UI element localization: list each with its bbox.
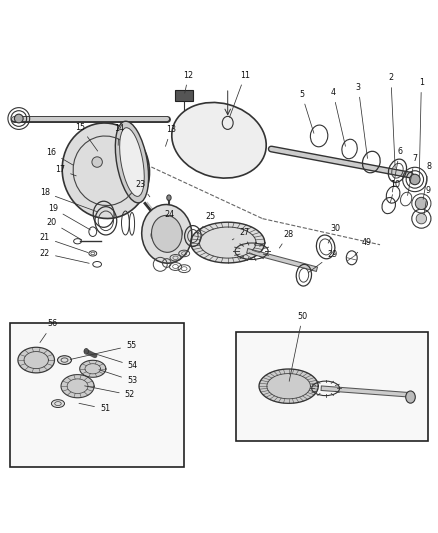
Text: 22: 22 bbox=[40, 249, 89, 263]
Text: 28: 28 bbox=[279, 230, 294, 248]
Bar bbox=[10, 323, 184, 467]
Text: 3: 3 bbox=[356, 83, 367, 158]
Polygon shape bbox=[18, 348, 54, 373]
Text: 1: 1 bbox=[419, 78, 424, 176]
Polygon shape bbox=[61, 375, 94, 398]
Ellipse shape bbox=[152, 215, 182, 252]
Circle shape bbox=[265, 364, 271, 370]
Text: 56: 56 bbox=[40, 319, 58, 343]
Text: 27: 27 bbox=[232, 228, 249, 240]
Text: 50: 50 bbox=[289, 312, 307, 381]
Text: 53: 53 bbox=[99, 370, 137, 385]
Text: 17: 17 bbox=[55, 165, 76, 176]
Circle shape bbox=[92, 157, 102, 167]
Text: 55: 55 bbox=[70, 341, 136, 359]
Text: 18: 18 bbox=[40, 188, 97, 212]
Ellipse shape bbox=[406, 391, 415, 403]
Circle shape bbox=[416, 213, 427, 224]
Text: 15: 15 bbox=[75, 123, 98, 151]
Bar bbox=[237, 332, 428, 441]
Text: 4: 4 bbox=[331, 88, 346, 146]
Ellipse shape bbox=[167, 195, 171, 200]
Text: 7: 7 bbox=[407, 154, 417, 196]
Polygon shape bbox=[80, 360, 106, 377]
Bar bbox=[176, 90, 193, 101]
Ellipse shape bbox=[115, 121, 148, 203]
Polygon shape bbox=[259, 369, 318, 403]
Ellipse shape bbox=[57, 356, 71, 365]
Text: 23: 23 bbox=[136, 180, 150, 197]
Ellipse shape bbox=[142, 205, 192, 263]
Text: 11: 11 bbox=[230, 70, 250, 117]
Text: 12: 12 bbox=[184, 70, 194, 93]
Text: 5: 5 bbox=[299, 90, 314, 133]
Circle shape bbox=[415, 197, 427, 209]
Text: 9: 9 bbox=[424, 186, 431, 215]
Ellipse shape bbox=[62, 123, 149, 219]
Text: 30: 30 bbox=[328, 224, 341, 243]
Ellipse shape bbox=[51, 400, 64, 408]
Text: 8: 8 bbox=[423, 162, 431, 199]
Text: 21: 21 bbox=[40, 233, 88, 253]
Text: 13: 13 bbox=[166, 125, 176, 147]
Ellipse shape bbox=[120, 128, 144, 196]
Text: 6: 6 bbox=[392, 147, 402, 192]
Ellipse shape bbox=[172, 102, 266, 178]
Text: 2: 2 bbox=[389, 73, 395, 168]
Text: 29: 29 bbox=[308, 251, 337, 273]
Text: 49: 49 bbox=[355, 238, 372, 255]
Text: 20: 20 bbox=[46, 217, 82, 240]
Circle shape bbox=[14, 114, 23, 123]
Text: 14: 14 bbox=[114, 125, 124, 146]
Text: 54: 54 bbox=[94, 353, 138, 370]
Text: 16: 16 bbox=[46, 148, 73, 165]
Text: 52: 52 bbox=[85, 386, 135, 399]
Text: 51: 51 bbox=[79, 403, 110, 413]
Text: 19: 19 bbox=[48, 204, 90, 230]
Text: 10: 10 bbox=[390, 180, 400, 203]
Text: 25: 25 bbox=[198, 212, 215, 233]
Text: 24: 24 bbox=[164, 200, 174, 219]
Circle shape bbox=[410, 174, 420, 184]
Polygon shape bbox=[191, 222, 265, 263]
